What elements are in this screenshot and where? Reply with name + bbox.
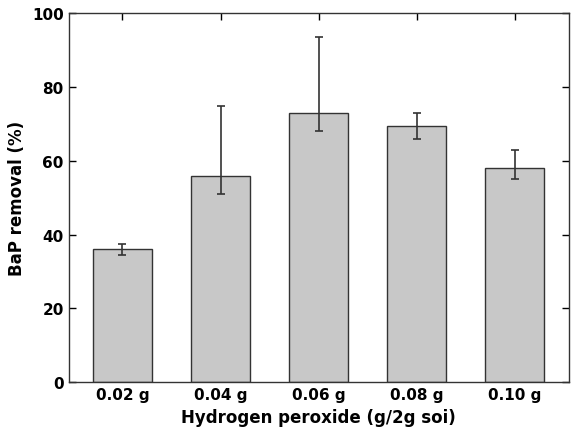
Bar bbox=[191, 176, 250, 382]
Bar bbox=[387, 127, 446, 382]
X-axis label: Hydrogen peroxide (g/2g soi): Hydrogen peroxide (g/2g soi) bbox=[181, 408, 456, 426]
Bar bbox=[485, 169, 544, 382]
Bar bbox=[289, 114, 348, 382]
Y-axis label: BaP removal (%): BaP removal (%) bbox=[8, 121, 27, 276]
Bar bbox=[93, 250, 152, 382]
